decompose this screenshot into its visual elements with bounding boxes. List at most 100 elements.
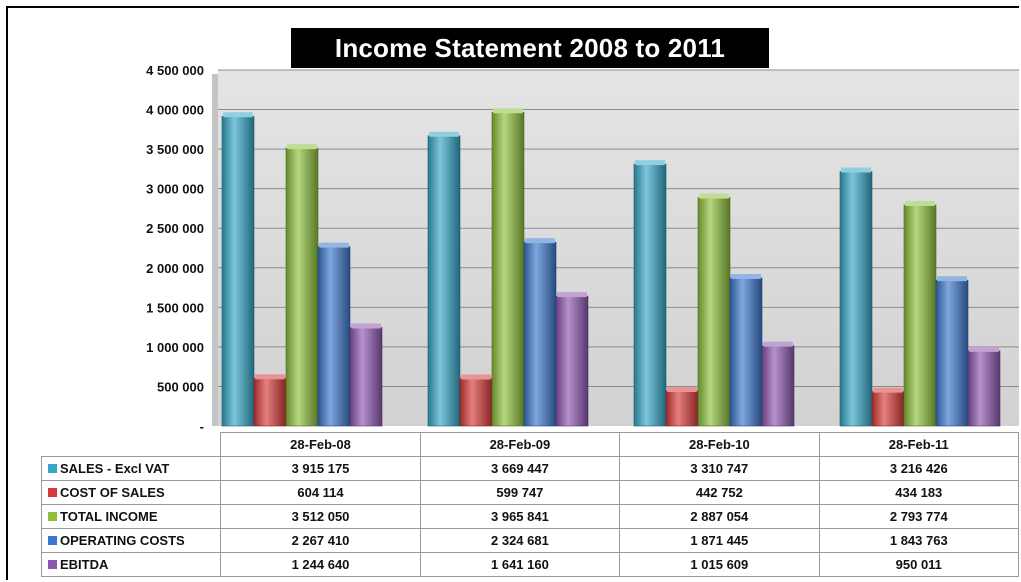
bar-top bbox=[557, 292, 587, 298]
data-value-cell: 3 216 426 bbox=[818, 456, 1019, 481]
chart-frame: - 500 000 1 000 000 1 500 000 2 000 000 2 500… bbox=[6, 6, 1019, 580]
plot-side-wall bbox=[212, 74, 218, 426]
bar-operating-costs bbox=[729, 277, 763, 427]
data-value-cell: 604 114 bbox=[220, 480, 421, 505]
data-value-cell: 3 965 841 bbox=[419, 504, 621, 529]
data-value-cell: 2 267 410 bbox=[220, 528, 421, 553]
data-value-cell: 1 871 445 bbox=[619, 528, 820, 553]
bar-top bbox=[635, 160, 665, 166]
series-legend-cell: OPERATING COSTS bbox=[40, 528, 222, 553]
series-legend-cell: EBITDA bbox=[40, 552, 222, 577]
y-tick-label: 2 000 000 bbox=[146, 261, 204, 276]
bar-sales-excl-vat bbox=[427, 135, 461, 427]
table-row: TOTAL INCOME 3 512 050 3 965 841 2 887 054 2… bbox=[40, 504, 1019, 529]
series-legend-cell: TOTAL INCOME bbox=[40, 504, 222, 529]
series-name: TOTAL INCOME bbox=[60, 509, 158, 524]
data-value-cell: 599 747 bbox=[419, 480, 621, 505]
bar-ebitda bbox=[967, 350, 1001, 427]
legend-swatch bbox=[48, 464, 57, 474]
category-label: 28-Feb-11 bbox=[818, 432, 1019, 457]
data-table: 28-Feb-08 28-Feb-09 28-Feb-10 28-Feb-11 … bbox=[40, 432, 1019, 577]
data-value-cell: 2 793 774 bbox=[818, 504, 1019, 529]
table-row: OPERATING COSTS 2 267 410 2 324 681 1 871 4… bbox=[40, 528, 1019, 553]
category-label: 28-Feb-10 bbox=[619, 432, 820, 457]
legend-swatch bbox=[48, 560, 57, 570]
bar-cost-of-sales bbox=[665, 390, 699, 427]
bar-ebitda bbox=[761, 345, 795, 427]
bar-cost-of-sales bbox=[253, 377, 287, 427]
bar-top bbox=[287, 144, 317, 150]
series-legend-cell: SALES - Excl VAT bbox=[40, 456, 222, 481]
series-name: COST OF SALES bbox=[60, 485, 165, 500]
data-value-cell: 442 752 bbox=[619, 480, 820, 505]
bar-sales-excl-vat bbox=[221, 115, 255, 427]
data-value-cell: 3 512 050 bbox=[220, 504, 421, 529]
category-header-row: 28-Feb-08 28-Feb-09 28-Feb-10 28-Feb-11 bbox=[41, 432, 1019, 457]
y-tick-label: 2 500 000 bbox=[146, 221, 204, 236]
chart-title: Income Statement 2008 to 2011 bbox=[291, 28, 769, 68]
bar-operating-costs bbox=[935, 279, 969, 427]
bar-operating-costs bbox=[523, 241, 557, 427]
series-name: OPERATING COSTS bbox=[60, 533, 185, 548]
bar-top bbox=[699, 193, 729, 199]
legend-swatch bbox=[48, 536, 57, 546]
bar-top bbox=[255, 374, 285, 380]
legend-swatch bbox=[48, 512, 57, 522]
y-tick-label: 4 000 000 bbox=[146, 103, 204, 118]
bar-top bbox=[667, 386, 697, 392]
data-value-cell: 3 669 447 bbox=[419, 456, 621, 481]
series-name: SALES - Excl VAT bbox=[60, 461, 170, 476]
bar-top bbox=[763, 341, 793, 347]
data-value-cell: 1 641 160 bbox=[419, 552, 621, 577]
bar-top bbox=[841, 167, 871, 173]
series-name: EBITDA bbox=[60, 557, 109, 572]
data-value-cell: 434 183 bbox=[818, 480, 1019, 505]
bar-total-income bbox=[285, 147, 319, 427]
data-value-cell: 3 310 747 bbox=[619, 456, 820, 481]
bar-top bbox=[461, 374, 491, 380]
table-row: SALES - Excl VAT 3 915 175 3 669 447 3 310 … bbox=[40, 456, 1019, 481]
bar-top bbox=[873, 387, 903, 393]
bar-top bbox=[937, 276, 967, 282]
bar-ebitda bbox=[349, 327, 383, 427]
bar-total-income bbox=[697, 197, 731, 427]
y-tick-label: 3 500 000 bbox=[146, 142, 204, 157]
bar-sales-excl-vat bbox=[633, 163, 667, 427]
y-tick-label: 1 500 000 bbox=[146, 300, 204, 315]
y-tick-label: 3 000 000 bbox=[146, 182, 204, 197]
bar-operating-costs bbox=[317, 246, 351, 427]
bar-cost-of-sales bbox=[871, 391, 905, 427]
data-value-cell: 1 244 640 bbox=[220, 552, 421, 577]
data-value-cell: 2 887 054 bbox=[619, 504, 820, 529]
series-legend-cell: COST OF SALES bbox=[40, 480, 222, 505]
table-row: COST OF SALES 604 114 599 747 442 752 434 18… bbox=[40, 480, 1019, 505]
y-tick-label: 4 500 000 bbox=[146, 63, 204, 78]
data-value-cell: 1 843 763 bbox=[818, 528, 1019, 553]
y-tick-label: - bbox=[200, 419, 204, 434]
bar-top bbox=[319, 242, 349, 248]
legend-swatch bbox=[48, 488, 57, 498]
bar-total-income bbox=[491, 111, 525, 427]
bar-top bbox=[429, 131, 459, 137]
data-value-cell: 950 011 bbox=[818, 552, 1019, 577]
table-row: EBITDA 1 244 640 1 641 160 1 015 609 950 011 bbox=[40, 552, 1019, 577]
y-tick-label: 500 000 bbox=[157, 379, 204, 394]
category-label: 28-Feb-08 bbox=[220, 432, 421, 457]
data-value-cell: 3 915 175 bbox=[220, 456, 421, 481]
bar-top bbox=[351, 323, 381, 329]
bar-top bbox=[731, 273, 761, 279]
bar-ebitda bbox=[555, 295, 589, 427]
bar-top bbox=[525, 238, 555, 244]
bar-top bbox=[493, 108, 523, 114]
table-corner bbox=[41, 432, 222, 457]
data-value-cell: 1 015 609 bbox=[619, 552, 820, 577]
bar-total-income bbox=[903, 204, 937, 427]
bar-top bbox=[223, 112, 253, 118]
bar-top bbox=[969, 346, 999, 352]
category-label: 28-Feb-09 bbox=[419, 432, 621, 457]
chart-title-text: Income Statement 2008 to 2011 bbox=[334, 32, 726, 63]
bar-cost-of-sales bbox=[459, 378, 493, 427]
bar-chart: - 500 000 1 000 000 1 500 000 2 000 000 2 500… bbox=[146, 63, 1019, 434]
bar-sales-excl-vat bbox=[839, 171, 873, 427]
bar-top bbox=[905, 200, 935, 206]
